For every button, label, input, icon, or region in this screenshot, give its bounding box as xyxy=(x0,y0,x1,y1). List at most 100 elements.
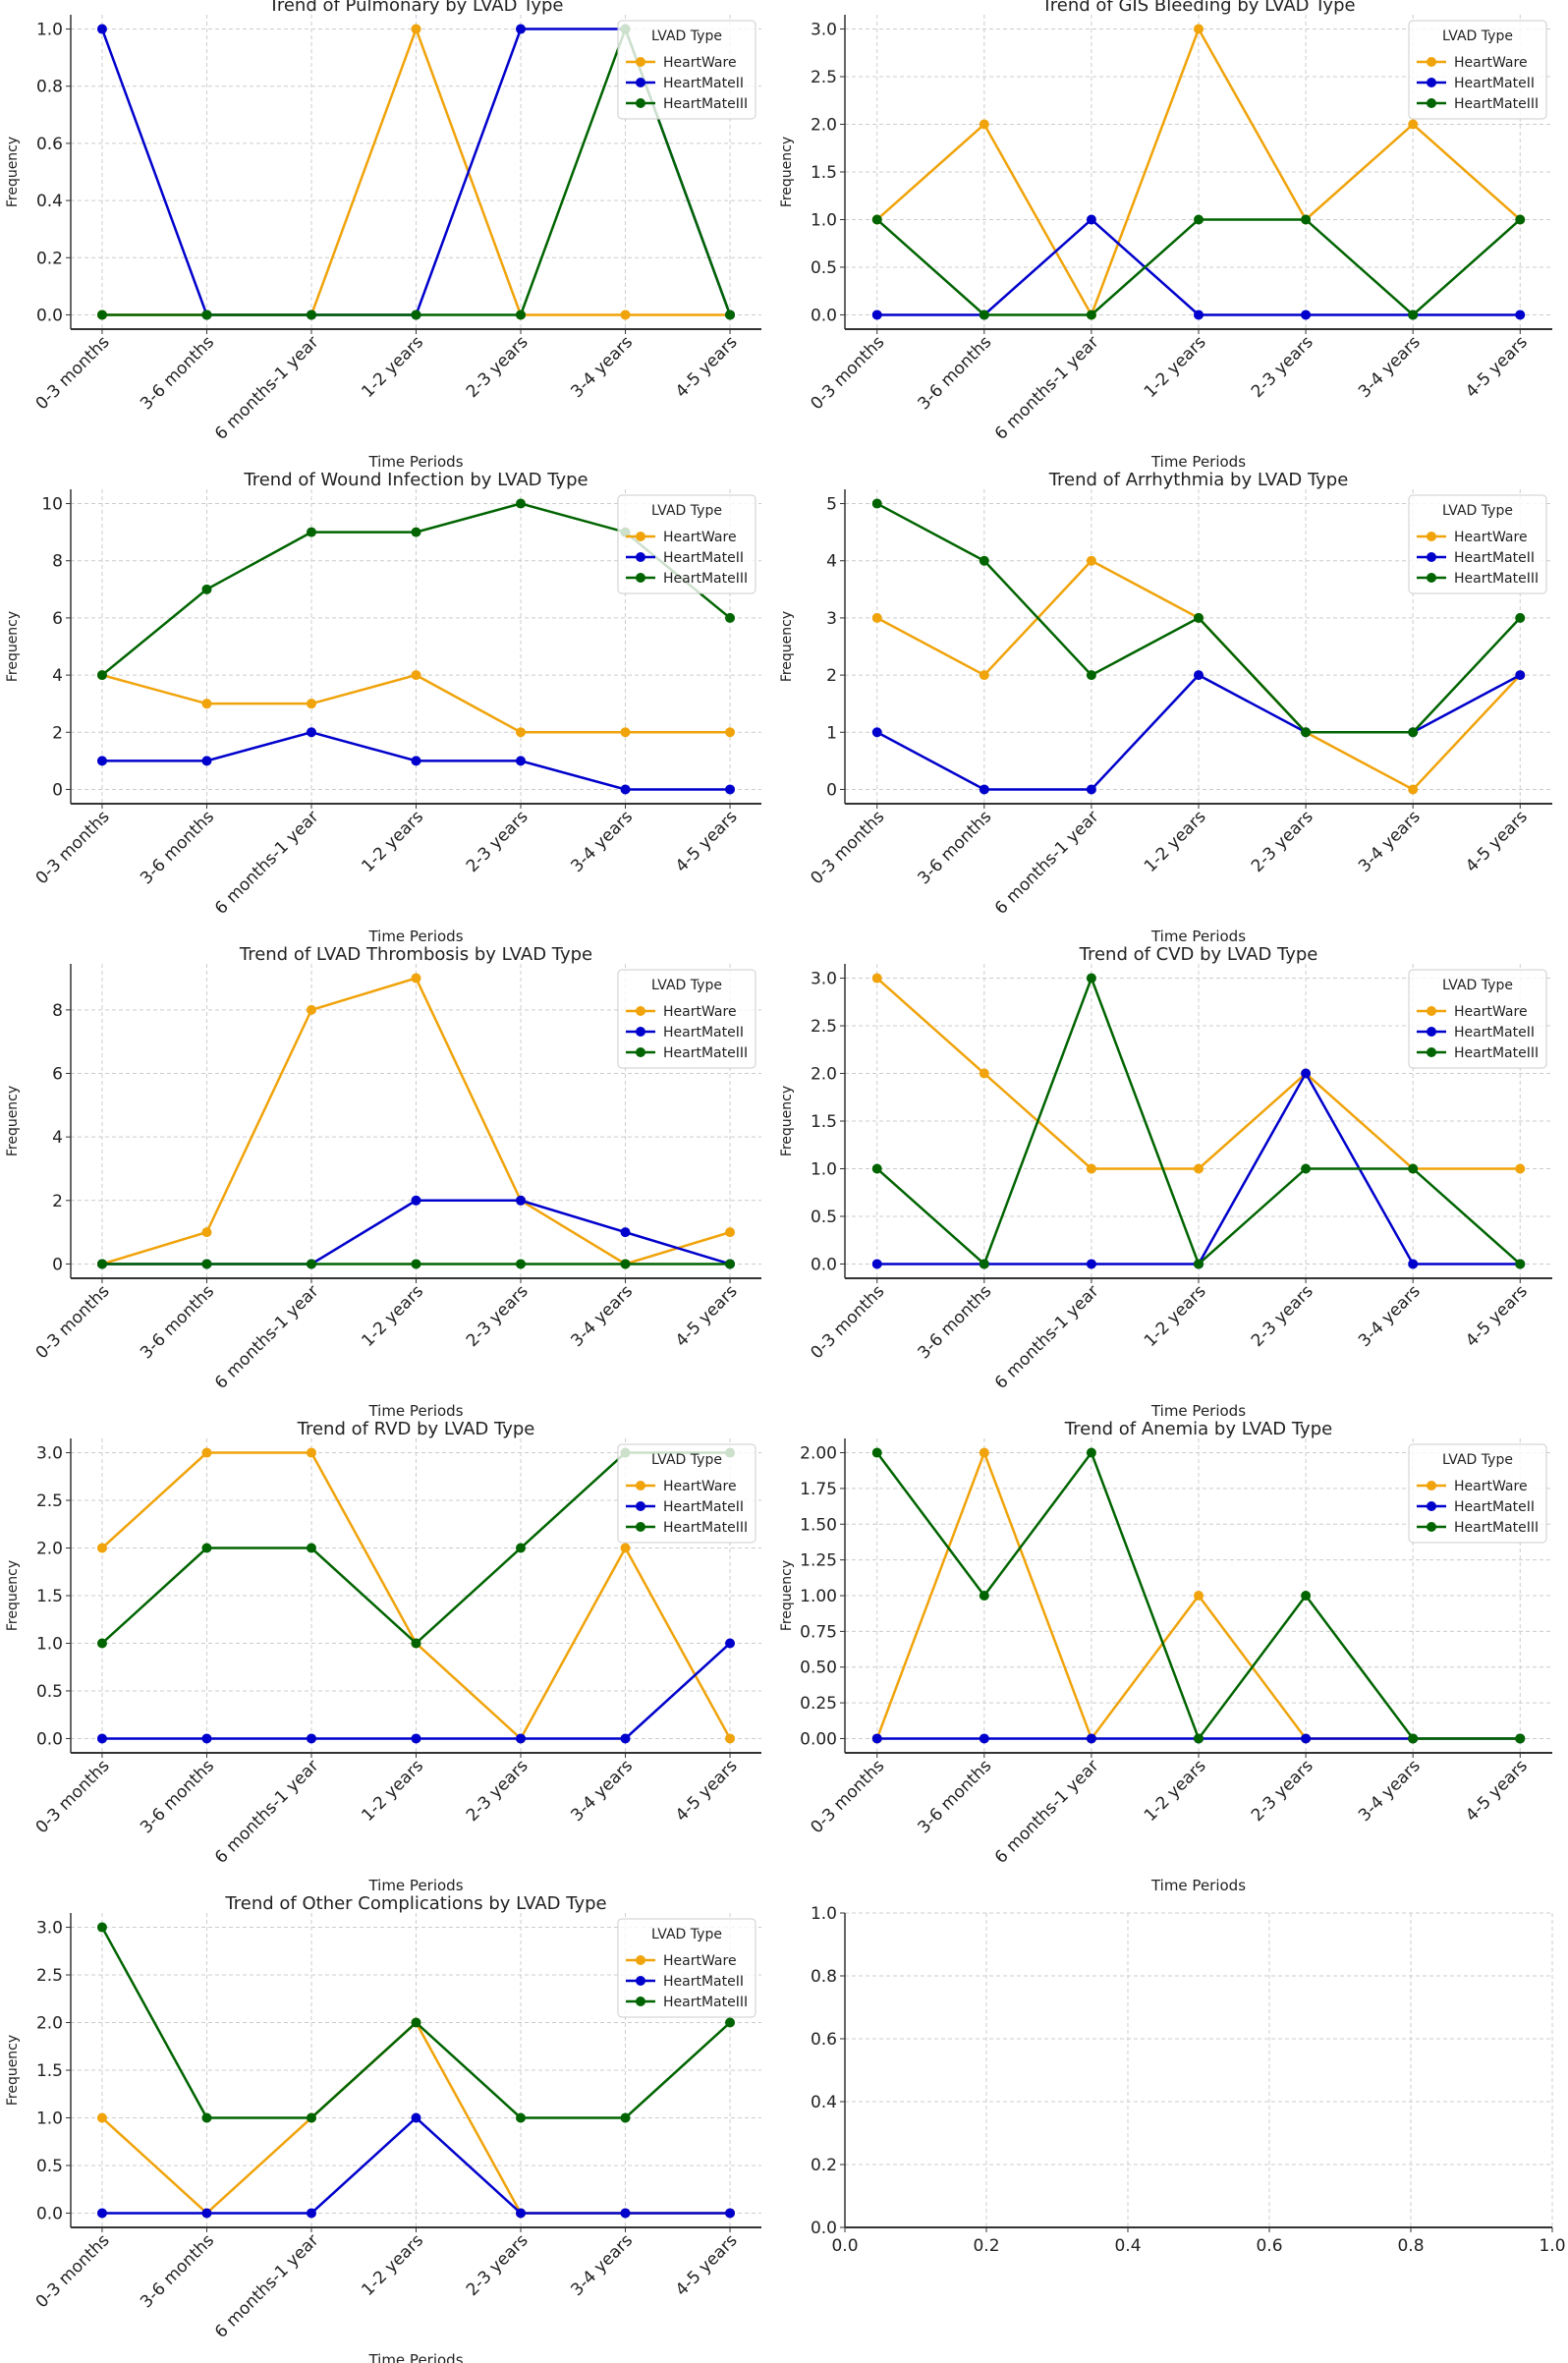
y-tick-label: 10 xyxy=(41,495,63,515)
data-point-heartmateii xyxy=(725,784,736,795)
legend-swatch-marker xyxy=(1427,1047,1436,1057)
data-point-heartmateii xyxy=(1301,1068,1312,1079)
x-tick-label: 0-3 months xyxy=(807,332,888,414)
x-tick-label: 6 months-1 year xyxy=(991,807,1103,919)
data-point-heartmateiii xyxy=(96,1259,107,1269)
legend-entry: HeartMateII xyxy=(1454,1499,1535,1515)
data-point-heartmateiii xyxy=(411,1638,421,1649)
x-tick-label: 6 months-1 year xyxy=(991,1756,1103,1868)
legend-box xyxy=(1408,969,1547,1069)
y-tick-label: 2 xyxy=(52,723,63,743)
y-axis-label: Frequency xyxy=(779,1560,795,1631)
y-axis-label: Frequency xyxy=(5,611,21,682)
x-tick-label: 3-4 years xyxy=(1355,1281,1425,1351)
y-tick-label: 0.6 xyxy=(36,135,63,154)
chart-title: Trend of RVD by LVAD Type xyxy=(297,1419,535,1439)
y-tick-label: 1.0 xyxy=(811,1904,837,1924)
data-point-heartmateiii xyxy=(1301,214,1312,225)
y-tick-label: 0 xyxy=(52,1255,63,1274)
data-point-heartware xyxy=(871,612,882,623)
legend-box xyxy=(617,1443,756,1544)
y-tick-label: 0 xyxy=(52,780,63,800)
y-tick-label: 6 xyxy=(52,609,63,629)
legend-swatch-marker xyxy=(1427,57,1436,67)
data-point-heartmateiii xyxy=(1086,973,1096,984)
data-point-heartware xyxy=(1515,1163,1526,1174)
data-point-heartmateii xyxy=(725,1638,736,1649)
data-point-heartmateii xyxy=(1194,309,1204,320)
chart-title: Trend of Pulmonary by LVAD Type xyxy=(267,0,563,16)
data-point-heartmateiii xyxy=(725,612,736,623)
legend-entry: HeartWare xyxy=(663,530,737,545)
legend-swatch-marker xyxy=(636,552,645,562)
legend: LVAD Type HeartWare HeartMateII HeartMateII… xyxy=(617,1918,756,2018)
data-point-heartmateiii xyxy=(1515,612,1526,623)
data-point-heartmateiii xyxy=(725,309,736,320)
data-point-heartware xyxy=(96,1543,107,1553)
legend-swatch-marker xyxy=(1427,78,1436,87)
legend-swatch-marker xyxy=(1427,532,1436,541)
legend-entry: HeartMateII xyxy=(663,1499,744,1515)
chart-panel: 0.0 0.5 1.0 1.5 2.0 2.5 3.0 Trend of GIS Bleedi… xyxy=(779,0,1552,471)
x-tick-label: 3-4 years xyxy=(567,332,637,402)
data-point-heartmateii xyxy=(620,1227,631,1238)
x-tick-label: 4-5 years xyxy=(672,1281,742,1351)
data-point-heartmateiii xyxy=(871,214,882,225)
y-tick-label: 0.5 xyxy=(36,2157,63,2176)
legend-swatch-marker xyxy=(1427,573,1436,583)
data-point-heartware xyxy=(1086,555,1096,566)
legend-swatch-marker xyxy=(1427,552,1436,562)
y-tick-label: 2 xyxy=(52,1192,63,1211)
data-point-heartmateiii xyxy=(871,498,882,509)
x-tick-label: 1-2 years xyxy=(1141,332,1210,402)
data-point-heartmateii xyxy=(306,727,316,738)
x-tick-label: 0-3 months xyxy=(807,1756,888,1837)
data-point-heartmateiii xyxy=(516,498,527,509)
legend-swatch-marker xyxy=(636,573,645,583)
chart-title: Trend of GIS Bleeding by LVAD Type xyxy=(1040,0,1355,16)
y-tick-label: 8 xyxy=(52,552,63,572)
legend-swatch-marker xyxy=(636,98,645,108)
data-point-heartware xyxy=(201,1227,212,1238)
data-point-heartmateii xyxy=(201,756,212,766)
x-axis-label: Time Periods xyxy=(367,1877,463,1894)
legend-swatch-marker xyxy=(636,57,645,67)
y-tick-label: 0.0 xyxy=(811,1255,837,1274)
chart-title: Trend of Wound Infection by LVAD Type xyxy=(243,470,588,490)
data-point-heartmateii xyxy=(620,784,631,795)
legend-swatch-marker xyxy=(636,1522,645,1532)
chart-title: Trend of Arrhythmia by LVAD Type xyxy=(1048,470,1349,490)
data-point-heartmateiii xyxy=(516,2112,527,2123)
data-point-heartware xyxy=(1086,1163,1096,1174)
legend-title: LVAD Type xyxy=(1442,978,1513,993)
chart-panel: 0 2 4 6 8 Trend of LVAD Thrombosis by LVAD Ty… xyxy=(5,944,761,1420)
data-point-heartware xyxy=(620,1543,631,1553)
x-tick-label: 0-3 months xyxy=(32,1756,114,1837)
legend: LVAD Type HeartWare HeartMateII HeartMateII… xyxy=(617,969,756,1069)
data-point-heartmateiii xyxy=(1408,309,1419,320)
x-tick-label: 3-4 years xyxy=(1355,1756,1425,1826)
data-point-heartmateii xyxy=(516,1733,527,1744)
y-tick-label: 1.00 xyxy=(800,1587,837,1606)
y-tick-label: 0.0 xyxy=(36,2204,63,2223)
data-point-heartware xyxy=(620,727,631,738)
data-point-heartmateii xyxy=(201,1733,212,1744)
data-point-heartmateiii xyxy=(201,2112,212,2123)
y-tick-label: 0.2 xyxy=(811,2156,837,2175)
x-axis-label: Time Periods xyxy=(367,2351,463,2363)
legend-title: LVAD Type xyxy=(651,28,722,44)
y-tick-label: 1.5 xyxy=(811,163,837,183)
x-tick-label: 0.2 xyxy=(973,2236,999,2256)
data-point-heartmateiii xyxy=(411,1259,421,1269)
data-point-heartware xyxy=(725,1733,736,1744)
data-point-heartmateiii xyxy=(1194,612,1204,623)
data-point-heartmateii xyxy=(306,2208,316,2219)
data-point-heartmateii xyxy=(96,2208,107,2219)
legend-swatch-marker xyxy=(636,1501,645,1511)
data-point-heartmateii xyxy=(620,2208,631,2219)
data-point-heartmateiii xyxy=(96,1922,107,1933)
data-point-heartmateii xyxy=(1301,1733,1312,1744)
legend-swatch-marker xyxy=(636,1027,645,1037)
x-axis-label: Time Periods xyxy=(1150,1877,1246,1894)
